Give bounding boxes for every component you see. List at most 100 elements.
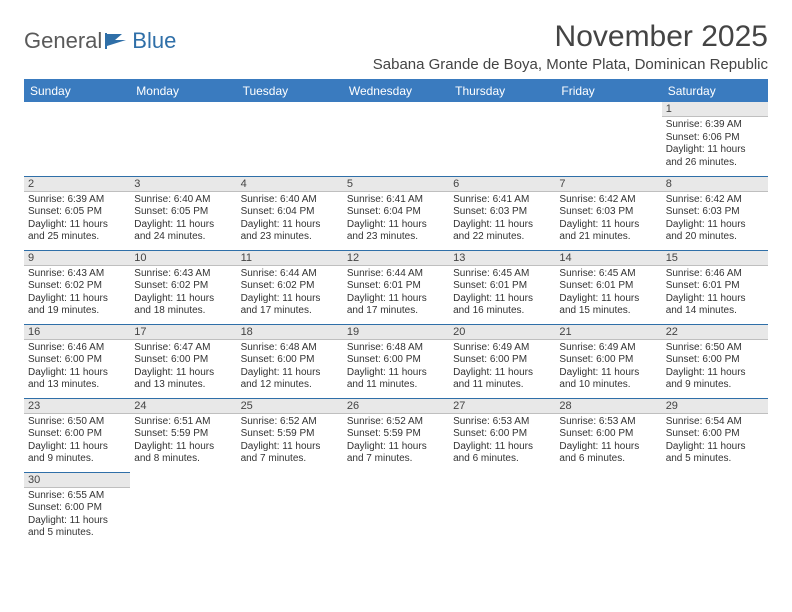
day-details: Sunrise: 6:39 AMSunset: 6:05 PMDaylight:… — [24, 192, 130, 248]
day-details: Sunrise: 6:52 AMSunset: 5:59 PMDaylight:… — [237, 414, 343, 470]
day-details: Sunrise: 6:43 AMSunset: 6:02 PMDaylight:… — [130, 266, 236, 322]
day-details: Sunrise: 6:48 AMSunset: 6:00 PMDaylight:… — [237, 340, 343, 396]
day-details: Sunrise: 6:53 AMSunset: 6:00 PMDaylight:… — [555, 414, 661, 470]
day-number: 2 — [24, 177, 130, 192]
daylight-line: Daylight: 11 hours and 6 minutes. — [453, 441, 551, 466]
sunrise-line: Sunrise: 6:52 AM — [241, 416, 339, 429]
day-number: 20 — [449, 325, 555, 340]
day-details: Sunrise: 6:43 AMSunset: 6:02 PMDaylight:… — [24, 266, 130, 322]
day-details: Sunrise: 6:47 AMSunset: 6:00 PMDaylight:… — [130, 340, 236, 396]
calendar-cell: 20Sunrise: 6:49 AMSunset: 6:00 PMDayligh… — [449, 324, 555, 398]
sunset-line: Sunset: 6:03 PM — [559, 206, 657, 219]
day-details: Sunrise: 6:45 AMSunset: 6:01 PMDaylight:… — [555, 266, 661, 322]
sunset-line: Sunset: 6:00 PM — [453, 354, 551, 367]
sunrise-line: Sunrise: 6:39 AM — [28, 194, 126, 207]
day-number: 27 — [449, 399, 555, 414]
calendar-row: 1Sunrise: 6:39 AMSunset: 6:06 PMDaylight… — [24, 102, 768, 176]
sunset-line: Sunset: 6:00 PM — [28, 502, 126, 515]
day-number: 1 — [662, 102, 768, 117]
calendar-cell: 27Sunrise: 6:53 AMSunset: 6:00 PMDayligh… — [449, 398, 555, 472]
calendar-cell: 10Sunrise: 6:43 AMSunset: 6:02 PMDayligh… — [130, 250, 236, 324]
calendar-cell: 22Sunrise: 6:50 AMSunset: 6:00 PMDayligh… — [662, 324, 768, 398]
sunrise-line: Sunrise: 6:55 AM — [28, 490, 126, 503]
sunrise-line: Sunrise: 6:49 AM — [453, 342, 551, 355]
daylight-line: Daylight: 11 hours and 14 minutes. — [666, 293, 764, 318]
day-number: 28 — [555, 399, 661, 414]
calendar-cell: 7Sunrise: 6:42 AMSunset: 6:03 PMDaylight… — [555, 176, 661, 250]
calendar-cell: 8Sunrise: 6:42 AMSunset: 6:03 PMDaylight… — [662, 176, 768, 250]
calendar-cell: 3Sunrise: 6:40 AMSunset: 6:05 PMDaylight… — [130, 176, 236, 250]
sunset-line: Sunset: 6:00 PM — [666, 354, 764, 367]
daylight-line: Daylight: 11 hours and 24 minutes. — [134, 219, 232, 244]
calendar-cell: 21Sunrise: 6:49 AMSunset: 6:00 PMDayligh… — [555, 324, 661, 398]
daylight-line: Daylight: 11 hours and 17 minutes. — [347, 293, 445, 318]
day-details: Sunrise: 6:50 AMSunset: 6:00 PMDaylight:… — [24, 414, 130, 470]
day-details: Sunrise: 6:53 AMSunset: 6:00 PMDaylight:… — [449, 414, 555, 470]
daylight-line: Daylight: 11 hours and 19 minutes. — [28, 293, 126, 318]
day-number: 15 — [662, 251, 768, 266]
day-details: Sunrise: 6:54 AMSunset: 6:00 PMDaylight:… — [662, 414, 768, 470]
weekday-header: Monday — [130, 80, 236, 103]
day-details: Sunrise: 6:46 AMSunset: 6:01 PMDaylight:… — [662, 266, 768, 322]
day-details: Sunrise: 6:44 AMSunset: 6:02 PMDaylight:… — [237, 266, 343, 322]
sunset-line: Sunset: 6:00 PM — [453, 428, 551, 441]
sunrise-line: Sunrise: 6:45 AM — [453, 268, 551, 281]
daylight-line: Daylight: 11 hours and 15 minutes. — [559, 293, 657, 318]
day-details: Sunrise: 6:39 AMSunset: 6:06 PMDaylight:… — [662, 117, 768, 173]
sunset-line: Sunset: 6:00 PM — [666, 428, 764, 441]
calendar-cell: 24Sunrise: 6:51 AMSunset: 5:59 PMDayligh… — [130, 398, 236, 472]
sunset-line: Sunset: 6:04 PM — [347, 206, 445, 219]
sunrise-line: Sunrise: 6:46 AM — [666, 268, 764, 281]
calendar-cell: 11Sunrise: 6:44 AMSunset: 6:02 PMDayligh… — [237, 250, 343, 324]
calendar-row: 16Sunrise: 6:46 AMSunset: 6:00 PMDayligh… — [24, 324, 768, 398]
sunrise-line: Sunrise: 6:44 AM — [241, 268, 339, 281]
sunrise-line: Sunrise: 6:54 AM — [666, 416, 764, 429]
day-number: 5 — [343, 177, 449, 192]
day-number: 11 — [237, 251, 343, 266]
sunset-line: Sunset: 6:01 PM — [347, 280, 445, 293]
daylight-line: Daylight: 11 hours and 7 minutes. — [241, 441, 339, 466]
sunrise-line: Sunrise: 6:48 AM — [241, 342, 339, 355]
sunset-line: Sunset: 6:01 PM — [559, 280, 657, 293]
sunset-line: Sunset: 5:59 PM — [134, 428, 232, 441]
daylight-line: Daylight: 11 hours and 18 minutes. — [134, 293, 232, 318]
calendar-row: 2Sunrise: 6:39 AMSunset: 6:05 PMDaylight… — [24, 176, 768, 250]
day-number: 29 — [662, 399, 768, 414]
daylight-line: Daylight: 11 hours and 23 minutes. — [347, 219, 445, 244]
day-number: 7 — [555, 177, 661, 192]
sunset-line: Sunset: 6:00 PM — [559, 354, 657, 367]
daylight-line: Daylight: 11 hours and 16 minutes. — [453, 293, 551, 318]
calendar-cell: 13Sunrise: 6:45 AMSunset: 6:01 PMDayligh… — [449, 250, 555, 324]
day-number: 24 — [130, 399, 236, 414]
daylight-line: Daylight: 11 hours and 12 minutes. — [241, 367, 339, 392]
daylight-line: Daylight: 11 hours and 22 minutes. — [453, 219, 551, 244]
day-number: 18 — [237, 325, 343, 340]
sunrise-line: Sunrise: 6:44 AM — [347, 268, 445, 281]
day-details: Sunrise: 6:52 AMSunset: 5:59 PMDaylight:… — [343, 414, 449, 470]
daylight-line: Daylight: 11 hours and 8 minutes. — [134, 441, 232, 466]
weekday-header: Thursday — [449, 80, 555, 103]
flag-icon — [104, 31, 130, 51]
calendar-cell: 5Sunrise: 6:41 AMSunset: 6:04 PMDaylight… — [343, 176, 449, 250]
calendar-cell: 30Sunrise: 6:55 AMSunset: 6:00 PMDayligh… — [24, 472, 130, 546]
sunrise-line: Sunrise: 6:43 AM — [134, 268, 232, 281]
day-number: 19 — [343, 325, 449, 340]
sunset-line: Sunset: 6:00 PM — [559, 428, 657, 441]
day-number: 9 — [24, 251, 130, 266]
sunset-line: Sunset: 6:01 PM — [666, 280, 764, 293]
sunrise-line: Sunrise: 6:49 AM — [559, 342, 657, 355]
day-number: 23 — [24, 399, 130, 414]
calendar-cell: 17Sunrise: 6:47 AMSunset: 6:00 PMDayligh… — [130, 324, 236, 398]
calendar-cell: 28Sunrise: 6:53 AMSunset: 6:00 PMDayligh… — [555, 398, 661, 472]
calendar-cell: 12Sunrise: 6:44 AMSunset: 6:01 PMDayligh… — [343, 250, 449, 324]
daylight-line: Daylight: 11 hours and 25 minutes. — [28, 219, 126, 244]
day-details: Sunrise: 6:42 AMSunset: 6:03 PMDaylight:… — [555, 192, 661, 248]
sunrise-line: Sunrise: 6:53 AM — [559, 416, 657, 429]
daylight-line: Daylight: 11 hours and 5 minutes. — [666, 441, 764, 466]
calendar-cell — [555, 102, 661, 176]
day-details: Sunrise: 6:49 AMSunset: 6:00 PMDaylight:… — [449, 340, 555, 396]
day-number: 13 — [449, 251, 555, 266]
sunset-line: Sunset: 6:05 PM — [134, 206, 232, 219]
day-details: Sunrise: 6:50 AMSunset: 6:00 PMDaylight:… — [662, 340, 768, 396]
calendar-cell — [130, 102, 236, 176]
